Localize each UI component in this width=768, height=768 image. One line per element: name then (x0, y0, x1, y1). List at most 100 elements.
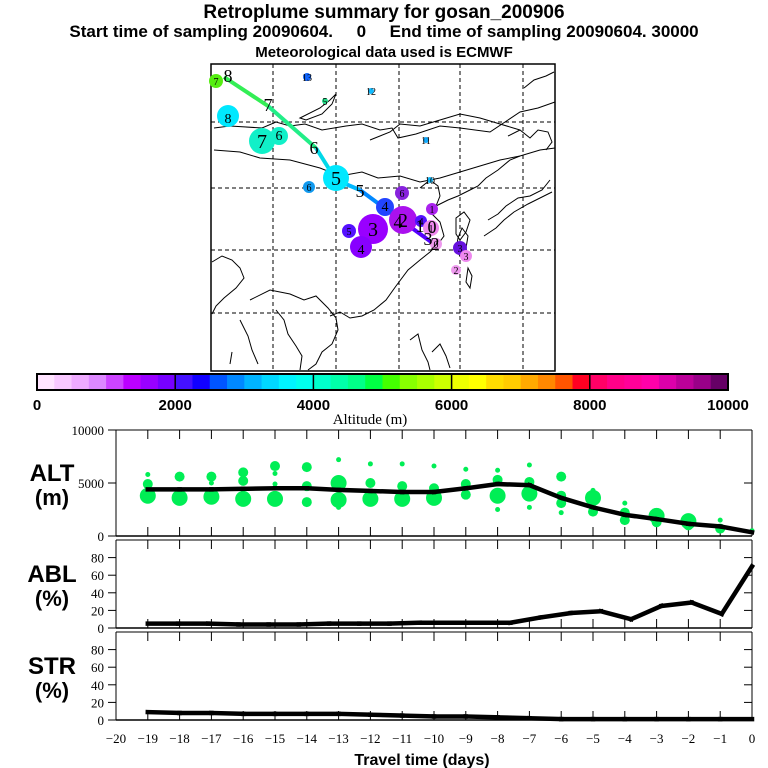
series-segment (368, 488, 405, 495)
plume-cluster-point (365, 478, 376, 488)
plume-cluster (209, 74, 223, 88)
alt-panel: 0 5000 10000 ALT(m) (30, 423, 755, 544)
cluster-label: 5 (347, 227, 352, 238)
plume-cluster-point (238, 467, 249, 478)
trajectory-day-label: 0 (428, 217, 437, 237)
plume-clusters (209, 73, 472, 275)
y-tick-label: 80 (91, 551, 104, 566)
plume-cluster (415, 215, 427, 227)
y-tick-label: 5000 (78, 476, 104, 491)
cluster-label: 13 (302, 73, 312, 84)
x-tick-label: −16 (233, 731, 254, 746)
trajectory-day-label: 5 (356, 181, 365, 201)
plume-cluster (395, 186, 409, 200)
cluster-label: 12 (366, 87, 376, 98)
colorbar-swatch (37, 374, 55, 390)
cluster-label: 2 (454, 266, 459, 277)
coastline (213, 101, 556, 139)
plume-cluster-point (558, 510, 564, 516)
x-tick-label: −19 (138, 731, 158, 746)
colorbar-swatch (313, 374, 332, 390)
plume-cluster-point (394, 490, 411, 507)
coastline (431, 343, 451, 369)
plume-cluster-point (208, 480, 214, 486)
colorbar-swatch (227, 374, 245, 390)
colorbar-swatch (676, 374, 694, 390)
x-tick-label: −10 (424, 731, 444, 746)
series-segment (688, 599, 725, 617)
series-segment (537, 610, 574, 620)
series-segment (717, 523, 755, 535)
x-tick-label: −7 (522, 731, 536, 746)
panel-title: ABL (27, 561, 76, 588)
colorbar-swatch (468, 374, 487, 390)
colorbar-swatch (486, 374, 504, 390)
colorbar-swatch (641, 374, 660, 390)
colorbar-swatch (572, 374, 591, 390)
colorbar-swatch (589, 374, 608, 390)
cluster-label: 11 (421, 136, 431, 147)
plume-cluster-point (460, 489, 471, 500)
coastline (213, 147, 556, 183)
plume-cluster-point (622, 500, 628, 506)
plume-cluster-point (585, 489, 601, 506)
colorbar-label: Altitude (m) (333, 412, 408, 428)
colorbar-tick-label: 6000 (435, 397, 468, 414)
series-segment (296, 621, 332, 627)
series-segment (145, 709, 182, 716)
x-tick-label: −20 (106, 731, 126, 746)
colorbar-swatch (54, 374, 73, 390)
plume-cluster-point (139, 487, 156, 504)
series-segment (685, 521, 723, 529)
plume-cluster-point (495, 467, 501, 473)
cluster-label: 7 (214, 77, 219, 88)
plume-cluster-point (367, 461, 373, 467)
plume-cluster-point (301, 497, 312, 508)
y-tick-label: 20 (91, 603, 104, 618)
plume-cluster-point (526, 462, 532, 468)
plume-cluster (376, 198, 394, 216)
y-tick-label: 20 (91, 695, 104, 710)
plume-cluster-point (362, 490, 379, 507)
colorbar-swatch (140, 374, 159, 390)
coastline (487, 179, 551, 221)
plume-cluster (249, 128, 275, 154)
colorbar-swatch (710, 374, 729, 390)
x-tick-label: −3 (650, 731, 664, 746)
x-tick-label: −15 (265, 731, 285, 746)
series-segment (628, 603, 665, 623)
series-segment (399, 713, 437, 719)
series-segment (368, 712, 405, 718)
series-segment (718, 563, 756, 618)
coastline (409, 333, 431, 371)
cluster-label: 0 (434, 240, 439, 251)
trajectory-day-label: 8 (224, 66, 233, 86)
plume-cluster-point (171, 489, 188, 506)
plume-cluster (423, 220, 439, 236)
panel-title: ALT (30, 460, 75, 487)
plume-cluster (358, 214, 388, 244)
cluster-label: 1 (429, 224, 434, 235)
plume-cluster-point (336, 457, 342, 463)
y-tick-label: 40 (91, 586, 104, 601)
series-segment (590, 504, 628, 518)
series-segment (527, 715, 564, 722)
plume-cluster (323, 165, 349, 191)
colorbar-swatch (106, 374, 124, 390)
colorbar-swatch (555, 374, 574, 390)
series-segment (431, 485, 469, 495)
colorbar-swatch (434, 374, 453, 390)
sampling-time-line: Start time of sampling 20090604. 0 End t… (69, 22, 699, 41)
plume-cluster-point (145, 472, 151, 478)
x-tick-label: −6 (554, 731, 568, 746)
colorbar-swatch (157, 374, 176, 390)
colorbar-swatch (451, 374, 470, 390)
series-segment (336, 711, 373, 718)
y-tick-label: 60 (91, 660, 104, 675)
x-tick-label: −5 (586, 731, 600, 746)
plume-cluster (270, 127, 288, 145)
colorbar-swatch (503, 374, 522, 390)
series-segment (463, 481, 501, 491)
colorbar-swatch (278, 374, 297, 390)
